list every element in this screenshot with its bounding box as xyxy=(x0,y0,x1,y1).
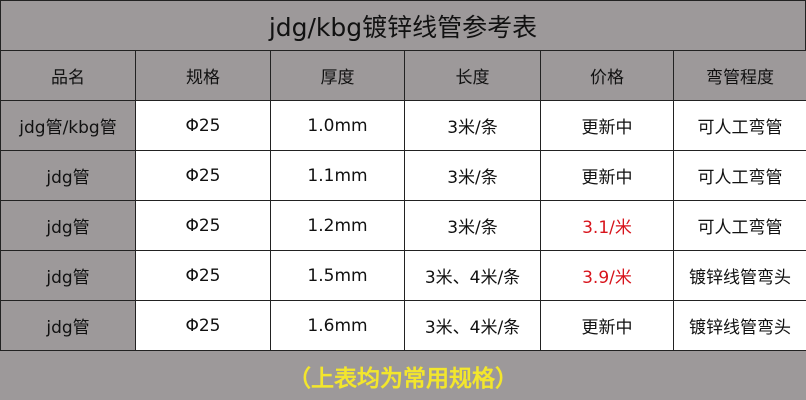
table-cell: jdg管 xyxy=(0,300,136,351)
table-cell: 1.2mm xyxy=(270,200,405,251)
table-row: jdg管 Φ25 1.6mm 3米、4米/条 更新中 镀锌线管弯头 xyxy=(0,300,806,351)
table-cell: Φ25 xyxy=(135,100,271,151)
table-cell: Φ25 xyxy=(135,300,271,351)
table-cell: 1.6mm xyxy=(270,300,405,351)
table-cell: 1.0mm xyxy=(270,100,405,151)
header-cell: 规格 xyxy=(135,50,271,101)
table-cell: 3米/条 xyxy=(404,100,541,151)
table-cell: 可人工弯管 xyxy=(673,200,806,251)
table-cell: 镀锌线管弯头 xyxy=(673,250,806,301)
table-cell: jdg管 xyxy=(0,200,136,251)
table-cell: jdg管/kbg管 xyxy=(0,100,136,151)
table-cell: jdg管 xyxy=(0,250,136,301)
table-cell: 更新中 xyxy=(540,100,674,151)
table-row: jdg管 Φ25 1.1mm 3米/条 更新中 可人工弯管 xyxy=(0,150,806,201)
table-row: jdg管/kbg管 Φ25 1.0mm 3米/条 更新中 可人工弯管 xyxy=(0,100,806,151)
table-cell: 3.1/米 xyxy=(540,200,674,251)
header-cell: 价格 xyxy=(540,50,674,101)
table-row: jdg管 Φ25 1.2mm 3米/条 3.1/米 可人工弯管 xyxy=(0,200,806,251)
table-cell: 3米、4米/条 xyxy=(404,250,541,301)
table-title: jdg/kbg镀锌线管参考表 xyxy=(0,0,806,51)
table-cell: jdg管 xyxy=(0,150,136,201)
table-cell: 1.1mm xyxy=(270,150,405,201)
table-cell: 更新中 xyxy=(540,150,674,201)
header-cell: 弯管程度 xyxy=(673,50,806,101)
table-cell: 3米、4米/条 xyxy=(404,300,541,351)
table-cell: 镀锌线管弯头 xyxy=(673,300,806,351)
table-cell: 可人工弯管 xyxy=(673,150,806,201)
table-cell: 可人工弯管 xyxy=(673,100,806,151)
table-cell: 3米/条 xyxy=(404,200,541,251)
header-cell: 品名 xyxy=(0,50,136,101)
header-row: 品名 规格 厚度 长度 价格 弯管程度 xyxy=(0,50,806,101)
footer-note: （上表均为常用规格） xyxy=(288,365,518,392)
table-cell: 3米/条 xyxy=(404,150,541,201)
header-cell: 厚度 xyxy=(270,50,405,101)
table-cell: Φ25 xyxy=(135,250,271,301)
table-cell: 更新中 xyxy=(540,300,674,351)
header-cell: 长度 xyxy=(404,50,541,101)
table-cell: Φ25 xyxy=(135,200,271,251)
table-cell: 3.9/米 xyxy=(540,250,674,301)
pipe-table: 品名 规格 厚度 长度 价格 弯管程度 jdg管/kbg管 Φ25 1.0mm 3米/… xyxy=(0,50,806,351)
table-cell: Φ25 xyxy=(135,150,271,201)
table-row: jdg管 Φ25 1.5mm 3米、4米/条 3.9/米 镀锌线管弯头 xyxy=(0,250,806,301)
table-cell: 1.5mm xyxy=(270,250,405,301)
